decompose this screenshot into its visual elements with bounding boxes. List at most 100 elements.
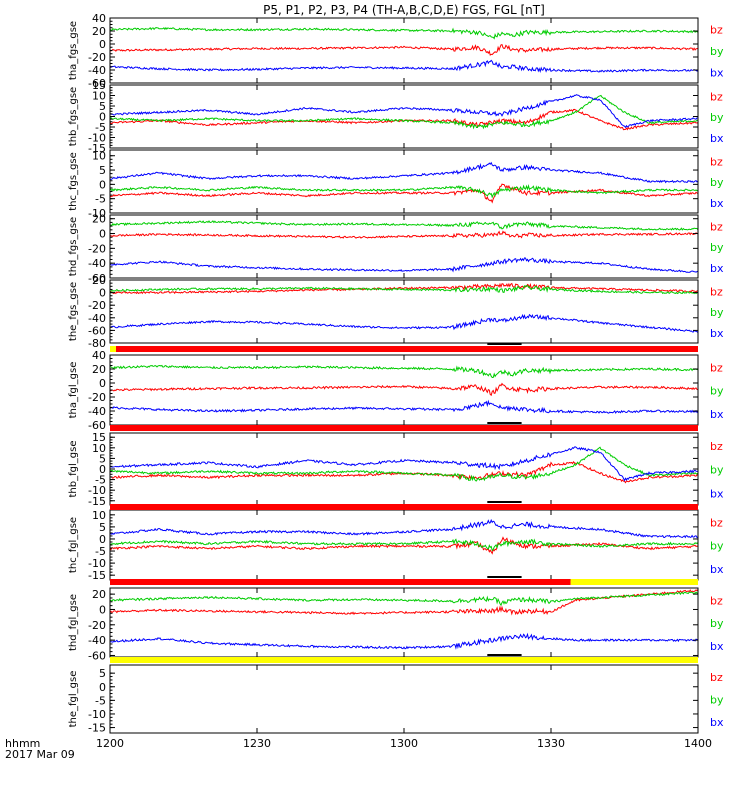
y-tick-label: -15: [88, 722, 106, 735]
y-tick-label: 5: [99, 452, 106, 465]
y-tick-label: -20: [88, 391, 106, 404]
panel-ylabel: tha_fgl_gse: [68, 362, 79, 419]
series-line-bz: [110, 43, 698, 56]
mode-bar-red: [110, 579, 571, 585]
legend-bz: bz: [710, 90, 723, 103]
series-line-bz: [110, 460, 698, 484]
legend-bz: bz: [710, 220, 723, 233]
panel-ylabel: thd_fgl_gse: [68, 594, 79, 651]
y-tick-label: -60: [88, 419, 106, 432]
y-tick-label: 15: [92, 79, 106, 92]
legend-by: by: [710, 617, 724, 630]
y-tick-label: -60: [88, 272, 106, 285]
legend-bz: bz: [710, 155, 723, 168]
y-tick-label: -5: [95, 694, 106, 707]
y-tick-label: -40: [88, 405, 106, 418]
legend-by: by: [710, 385, 724, 398]
burst-marker: [487, 501, 522, 503]
y-tick-label: 15: [92, 431, 106, 444]
y-tick-label: -20: [88, 51, 106, 64]
y-tick-label: 0: [99, 603, 106, 616]
legend-by: by: [710, 694, 724, 707]
x-tick-label: 1330: [537, 737, 565, 750]
series-line-bx: [110, 59, 698, 74]
series-line-bx: [110, 94, 698, 129]
y-tick-label: 5: [99, 100, 106, 113]
series-line-bx: [110, 257, 698, 273]
series-line-bx: [110, 518, 698, 539]
panel-ylabel: thb_fgl_gse: [68, 441, 79, 498]
y-tick-label: 10: [92, 509, 106, 522]
mode-bar-yellow: [110, 346, 116, 352]
y-tick-label: -60: [88, 324, 106, 337]
legend-bz: bz: [710, 362, 723, 375]
legend-by: by: [710, 306, 724, 319]
y-tick-label: -60: [88, 649, 106, 662]
y-tick-label: 0: [99, 38, 106, 51]
x-axis: 1200 1230 1300 1330 1400: [96, 737, 712, 750]
series-line-by: [110, 220, 698, 231]
series-line-by: [110, 285, 698, 295]
legend-by: by: [710, 45, 724, 58]
y-tick-label: -40: [88, 312, 106, 325]
series-line-bz: [110, 382, 698, 397]
legend-bx: bx: [710, 67, 724, 80]
y-tick-label: -20: [88, 242, 106, 255]
series-line-by: [110, 183, 698, 199]
legend-bx: bx: [710, 640, 724, 653]
y-tick-label: -10: [88, 708, 106, 721]
y-tick-label: 40: [92, 12, 106, 25]
y-tick-label: 20: [92, 274, 106, 287]
y-tick-label: -10: [88, 557, 106, 570]
series-line-by: [110, 26, 698, 40]
legend-by: by: [710, 241, 724, 254]
legend-bz: bz: [710, 440, 723, 453]
y-tick-label: 0: [99, 533, 106, 546]
time-label: hhmm: [5, 737, 40, 750]
y-tick-label: 0: [99, 228, 106, 241]
y-tick-label: -40: [88, 634, 106, 647]
y-tick-label: -20: [88, 619, 106, 632]
legend-bx: bx: [710, 563, 724, 576]
legend-bz: bz: [710, 671, 723, 684]
legend-by: by: [710, 111, 724, 124]
y-tick-label: -5: [95, 193, 106, 206]
burst-marker: [487, 422, 522, 424]
series-line-bz: [110, 536, 698, 555]
legend-bx: bx: [710, 132, 724, 145]
legend-by: by: [710, 464, 724, 477]
y-tick-label: 0: [99, 681, 106, 694]
y-tick-label: -5: [95, 474, 106, 487]
y-tick-label: 40: [92, 349, 106, 362]
y-tick-label: -5: [95, 545, 106, 558]
panel-ylabel: the_fgl_gse: [68, 671, 79, 728]
panel-the_fgl_gse: 50-5-10-15 the_fgl_gse bz by bx: [68, 664, 724, 735]
panel-ylabel: the_fgs_gse: [68, 282, 79, 341]
series-line-by: [110, 591, 698, 607]
date-label: 2017 Mar 09: [5, 748, 75, 761]
series-line-bz: [110, 183, 698, 204]
series-line-bx: [110, 399, 698, 414]
y-tick-label: 5: [99, 667, 106, 680]
y-tick-label: 0: [99, 377, 106, 390]
x-tick-label: 1300: [390, 737, 418, 750]
y-tick-label: 20: [92, 213, 106, 226]
panel-ylabel: thd_fgs_gse: [68, 217, 79, 276]
y-tick-label: -15: [88, 142, 106, 155]
series-line-by: [110, 364, 698, 378]
legend-bx: bx: [710, 327, 724, 340]
y-tick-label: 20: [92, 588, 106, 601]
legend-bx: bx: [710, 716, 724, 729]
series-line-bz: [110, 282, 698, 295]
legend-bx: bx: [710, 262, 724, 275]
y-tick-label: 0: [99, 287, 106, 300]
y-tick-label: 20: [92, 363, 106, 376]
panel-ylabel: thc_fgl_gse: [68, 517, 79, 573]
series-line-by: [110, 446, 698, 482]
y-tick-label: -40: [88, 64, 106, 77]
burst-marker: [487, 343, 522, 345]
mode-bar-red: [110, 346, 698, 352]
